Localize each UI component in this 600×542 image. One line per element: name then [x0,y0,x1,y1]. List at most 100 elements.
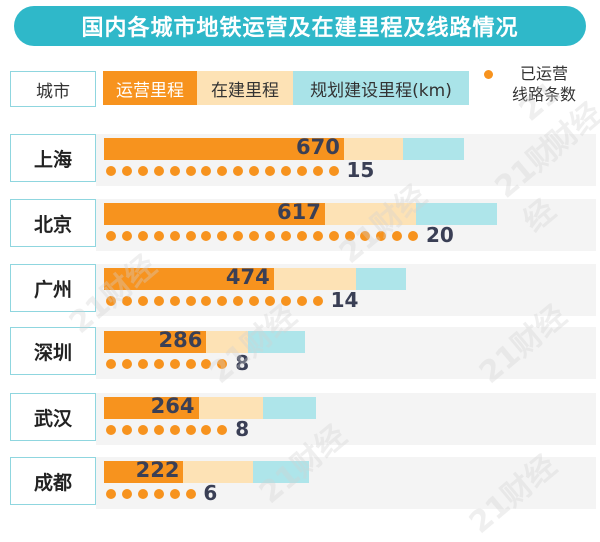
line-dot [169,359,180,369]
line-dot [121,296,132,306]
line-dot [106,359,116,369]
line-dot [201,425,212,435]
line-dot [201,166,212,176]
line-dot [137,231,148,241]
chart-row: 武汉 264 8 [0,393,600,453]
chart-row: 广州 474 14 [0,264,600,324]
operating-value-label: 222 [135,458,180,482]
legend-city-header: 城市 [10,71,96,107]
line-dot [265,296,275,306]
city-label: 成都 [10,457,96,505]
line-dot [106,425,116,435]
line-dot [249,166,260,176]
line-dot [265,231,275,241]
line-dot [153,425,164,435]
line-dot [392,231,403,241]
bar-operating [104,138,344,160]
line-dot [360,231,371,241]
operating-value-label: 286 [158,328,203,352]
line-dot [249,296,260,306]
line-dot [249,231,260,241]
line-dot [201,359,212,369]
line-dot [185,489,196,499]
line-dot [121,231,132,241]
line-dot [328,166,339,176]
line-dot [106,166,116,176]
city-label: 广州 [10,264,96,312]
line-dot [153,359,164,369]
line-dot [296,231,307,241]
bar-operating [104,203,325,225]
line-dot [328,231,339,241]
city-label: 北京 [10,199,96,247]
legend-operating: 运营里程 [103,71,197,105]
line-dot [121,166,132,176]
line-dot [106,296,116,306]
operating-value-label: 474 [225,265,270,289]
chart-title: 国内各城市地铁运营及在建里程及线路情况 [14,6,586,46]
line-dot [169,425,180,435]
line-dot [233,166,244,176]
line-dot [280,296,291,306]
line-dot [344,231,355,241]
city-label: 武汉 [10,393,96,441]
line-dot [153,489,164,499]
line-dot [312,296,323,306]
line-dot [408,231,419,241]
line-count-label: 14 [330,288,359,312]
line-count-label: 20 [426,223,454,247]
chart-row: 深圳 286 8 [0,327,600,387]
line-dot [137,166,148,176]
operating-value-label: 617 [277,200,321,224]
line-dot [137,425,148,435]
line-dot [217,231,228,241]
legend-lines-label: 已运营 线路条数 [498,63,590,105]
line-dot [169,296,180,306]
line-dot [185,166,196,176]
line-count-label: 8 [235,417,250,441]
line-dot [201,296,212,306]
chart-row: 上海 670 15 [0,134,600,194]
bar-operating [104,331,207,353]
line-dot [280,231,291,241]
legend-planned: 规划建设里程(km) [293,71,469,105]
bar-operating [104,268,274,290]
city-label: 上海 [10,134,96,182]
line-dot [185,425,196,435]
line-dot [169,166,180,176]
line-dot [312,166,323,176]
line-dot [137,296,148,306]
line-dot [121,489,132,499]
line-dot [153,231,164,241]
chart-row: 成都 222 6 [0,457,600,517]
line-dot [201,231,212,241]
bar-operating [104,461,184,483]
chart-row: 北京 617 20 [0,199,600,259]
line-dot [217,425,228,435]
line-dot [376,231,387,241]
line-dot [296,296,307,306]
legend: 城市 运营里程 在建里程 规划建设里程(km) 已运营 线路条数 [0,60,600,108]
line-dot [233,296,244,306]
line-dot [106,489,116,499]
line-dot [137,359,148,369]
line-count-label: 15 [346,158,375,182]
legend-lines-label-line1: 已运营 [519,64,568,83]
line-dot [296,166,307,176]
line-dot [185,359,196,369]
city-label: 深圳 [10,327,96,375]
operating-value-label: 670 [296,135,340,159]
line-dot [312,231,323,241]
line-dot [121,425,132,435]
line-dot [265,166,275,176]
line-dot [153,166,164,176]
operating-value-label: 264 [150,394,195,418]
line-dot [121,359,132,369]
legend-dot-icon [484,70,493,79]
line-dot [185,296,196,306]
line-dot [185,231,196,241]
line-dot [233,231,244,241]
line-dot [169,489,180,499]
line-dot [217,296,228,306]
legend-construction: 在建里程 [197,71,293,105]
